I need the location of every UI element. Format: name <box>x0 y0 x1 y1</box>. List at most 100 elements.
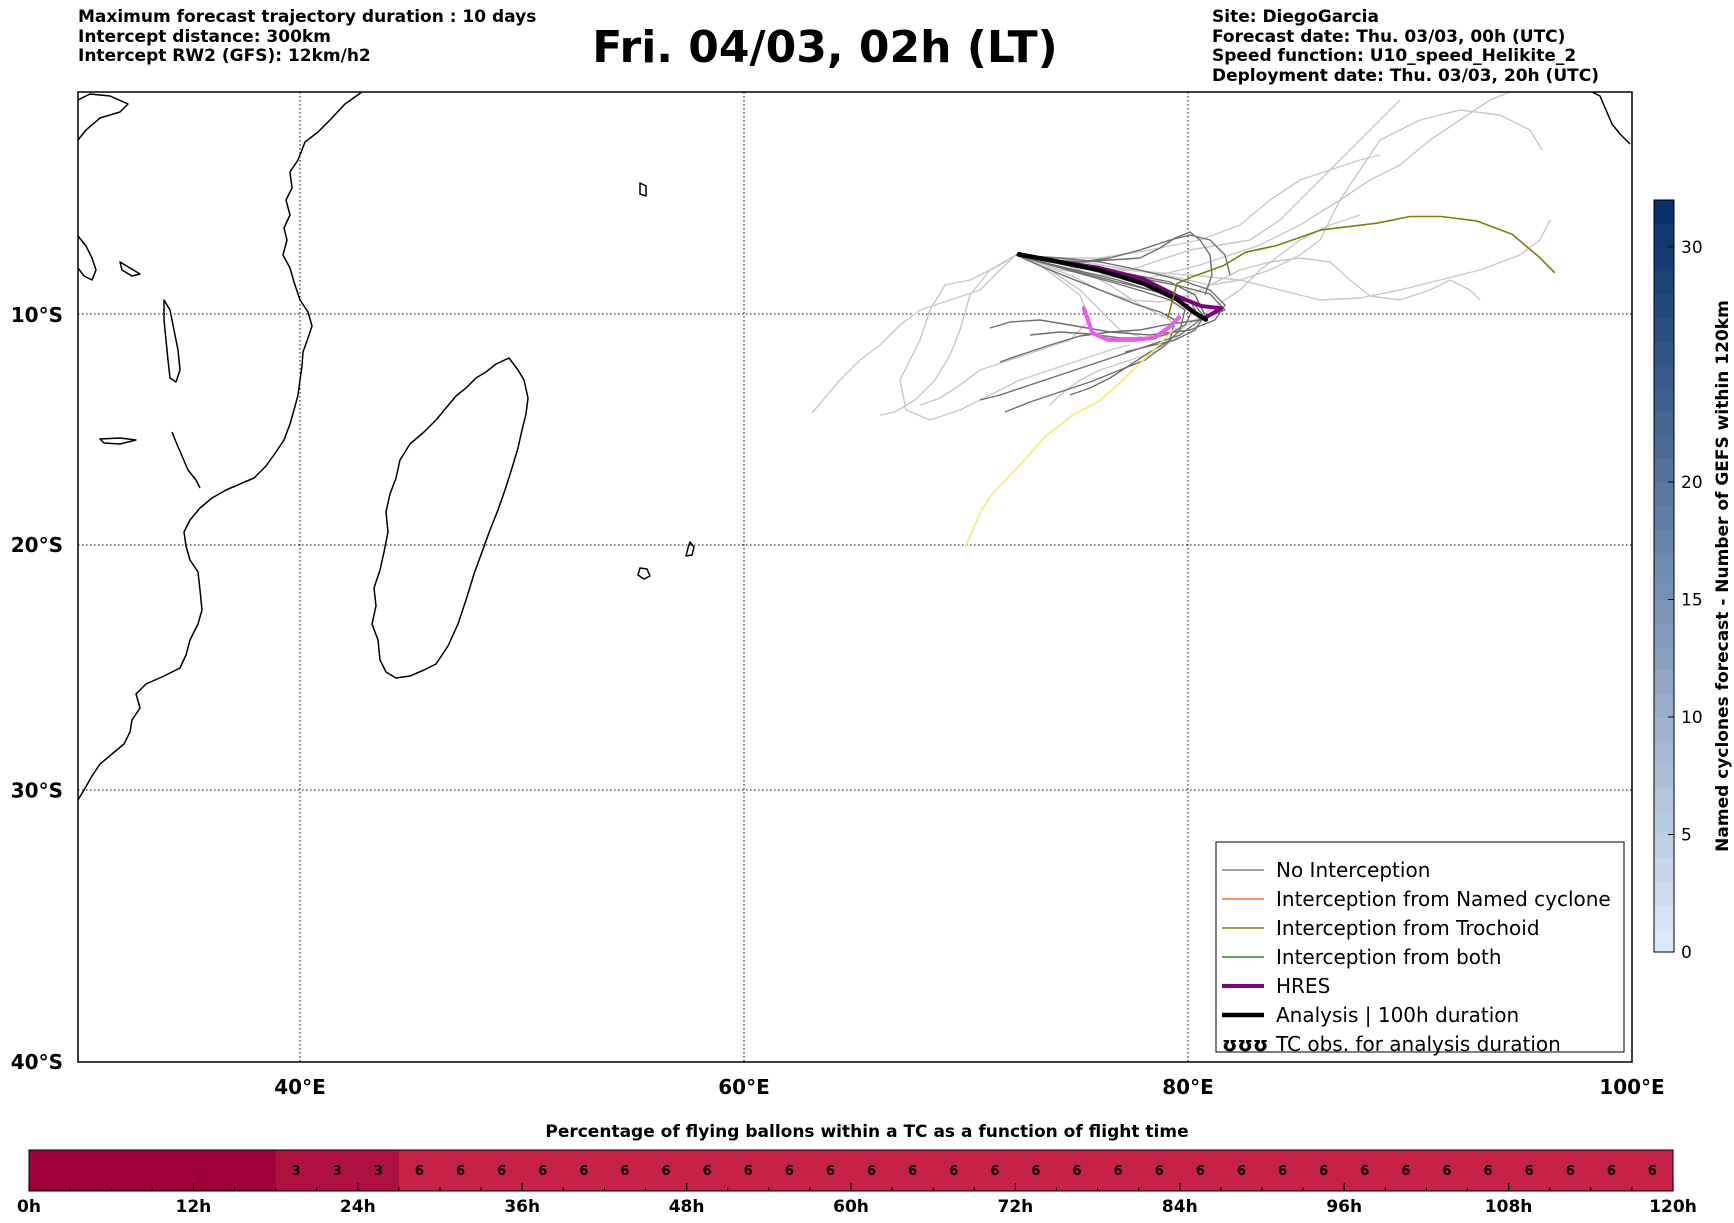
percentage-cell <box>686 1150 729 1191</box>
light-trajectory <box>1015 99 1401 276</box>
percentage-bar-tick-label: 0h <box>17 1197 41 1217</box>
colorbar-band <box>1654 552 1674 577</box>
percentage-cell <box>357 1150 400 1191</box>
legend-label: HRES <box>1276 974 1330 998</box>
percentage-cell <box>1220 1150 1263 1191</box>
chart-series-layer <box>965 215 1556 546</box>
percentage-cell-label: 6 <box>415 1164 424 1179</box>
percentage-cell-label: 6 <box>908 1164 917 1179</box>
percentage-cell-label: 6 <box>538 1164 547 1179</box>
colorbar-band <box>1654 458 1674 483</box>
percentage-cell <box>1303 1150 1345 1191</box>
colorbar-tick-label: 10 <box>1681 708 1703 728</box>
percentage-cell <box>1426 1150 1468 1191</box>
colorbar-band <box>1654 435 1674 459</box>
site-marker <box>1016 251 1022 257</box>
colorbar-band <box>1654 811 1674 835</box>
colorbar-tick-label: 5 <box>1681 826 1692 846</box>
percentage-cell <box>70 1150 112 1191</box>
percentage-bar-tick-label: 96h <box>1326 1197 1362 1217</box>
percentage-cell <box>1179 1150 1222 1191</box>
colorbar-band <box>1654 317 1674 342</box>
percentage-cell <box>398 1150 441 1191</box>
percentage-cell-label: 6 <box>1525 1164 1534 1179</box>
colorbar-band <box>1654 505 1674 530</box>
island-coastline <box>99 437 137 445</box>
y-tick-label: 20°S <box>11 533 63 557</box>
legend-box <box>1215 841 1625 1053</box>
series-line-yellow <box>965 330 1174 546</box>
forecast-date-text: Forecast date: Thu. 03/03, 00h (UTC) <box>1212 26 1566 47</box>
percentage-cell-label: 3 <box>374 1164 383 1179</box>
percentage-cell-label: 6 <box>1031 1164 1040 1179</box>
reef-coastline <box>171 431 201 489</box>
percentage-cell-label: 6 <box>990 1164 999 1179</box>
percentage-cell-label: 6 <box>1566 1164 1575 1179</box>
speed-function-text: Speed function: U10_speed_Helikite_2 <box>1212 46 1577 66</box>
gefs-ensemble-trajectories <box>811 92 1551 421</box>
percentage-cell <box>809 1150 852 1191</box>
percentage-cell-label: 6 <box>949 1164 958 1179</box>
percentage-cell-label: 6 <box>456 1164 465 1179</box>
dark-trajectory <box>1015 231 1213 296</box>
y-tick-label: 30°S <box>11 778 63 802</box>
percentage-cell-label: 6 <box>1196 1164 1205 1179</box>
colorbar-band <box>1654 247 1674 271</box>
percentage-cell <box>1138 1150 1181 1191</box>
legend-label: No Interception <box>1276 858 1430 882</box>
intercept-rw2-text: Intercept RW2 (GFS): 12km/h2 <box>78 46 371 66</box>
legend-label: TC obs. for analysis duration <box>1275 1032 1561 1056</box>
percentage-cell <box>111 1150 153 1191</box>
percentage-cell <box>604 1150 646 1191</box>
percentage-cell <box>933 1150 975 1191</box>
colorbar-band <box>1654 881 1674 906</box>
percentage-cell <box>152 1150 194 1191</box>
percentage-cell <box>316 1150 359 1191</box>
colorbar-band <box>1654 223 1674 248</box>
seychelles-coastline <box>639 182 647 197</box>
coastlines <box>78 92 1631 801</box>
trajectory-map: 40°E 60°E 80°E 100°E 10°S 20°S 30°S 40°S <box>11 91 1665 1099</box>
light-trajectory <box>1015 219 1551 301</box>
colorbar-band <box>1654 764 1674 788</box>
percentage-cell <box>1508 1150 1551 1191</box>
percentage-cell-label: 6 <box>497 1164 506 1179</box>
tc-percentage-bar: Percentage of flying ballons within a TC… <box>17 1122 1697 1217</box>
site-text: Site: DiegoGarcia <box>1212 7 1379 27</box>
map-gridlines <box>78 92 1632 1062</box>
x-tick-label: 40°E <box>274 1075 326 1099</box>
percentage-cell-label: 6 <box>1607 1164 1616 1179</box>
percentage-bar-tick-label: 84h <box>1162 1197 1198 1217</box>
legend-label: Analysis | 100h duration <box>1276 1003 1519 1027</box>
colorbar-band <box>1654 740 1674 765</box>
percentage-cell-label: 6 <box>1237 1164 1246 1179</box>
colorbar-band <box>1654 717 1674 741</box>
africa-coastline <box>78 92 363 801</box>
percentage-cell <box>727 1150 770 1191</box>
percentage-cell <box>1631 1150 1674 1191</box>
percentage-cell-label: 6 <box>1484 1164 1493 1179</box>
percentage-cell-label: 6 <box>620 1164 629 1179</box>
colorbar-tick-label: 20 <box>1681 473 1703 493</box>
percentage-cell-label: 6 <box>826 1164 835 1179</box>
light-trajectory <box>811 254 1017 414</box>
legend-symbol-tc-obs: ʊʊʊ <box>1222 1032 1268 1056</box>
colorbar-band <box>1654 670 1674 694</box>
colorbar-band <box>1654 482 1674 506</box>
legend-label: Interception from Trochoid <box>1276 916 1540 940</box>
colorbar-band <box>1654 200 1674 224</box>
percentage-cell <box>974 1150 1016 1191</box>
colorbar-band <box>1654 646 1674 671</box>
colorbar-band <box>1654 834 1674 859</box>
north-africa-coastline <box>78 93 129 141</box>
percentage-cell <box>768 1150 811 1191</box>
percentage-cell <box>892 1150 934 1191</box>
lake-coastline <box>119 261 141 277</box>
light-trajectory <box>1015 154 1381 259</box>
legend-label: Interception from both <box>1276 945 1502 969</box>
deployment-date-text: Deployment date: Thu. 03/03, 20h (UTC) <box>1212 65 1599 86</box>
y-tick-label: 10°S <box>11 303 63 327</box>
colorbar-band <box>1654 928 1674 953</box>
colorbar-frame <box>1653 199 1675 953</box>
percentage-cell-label: 6 <box>1648 1164 1657 1179</box>
